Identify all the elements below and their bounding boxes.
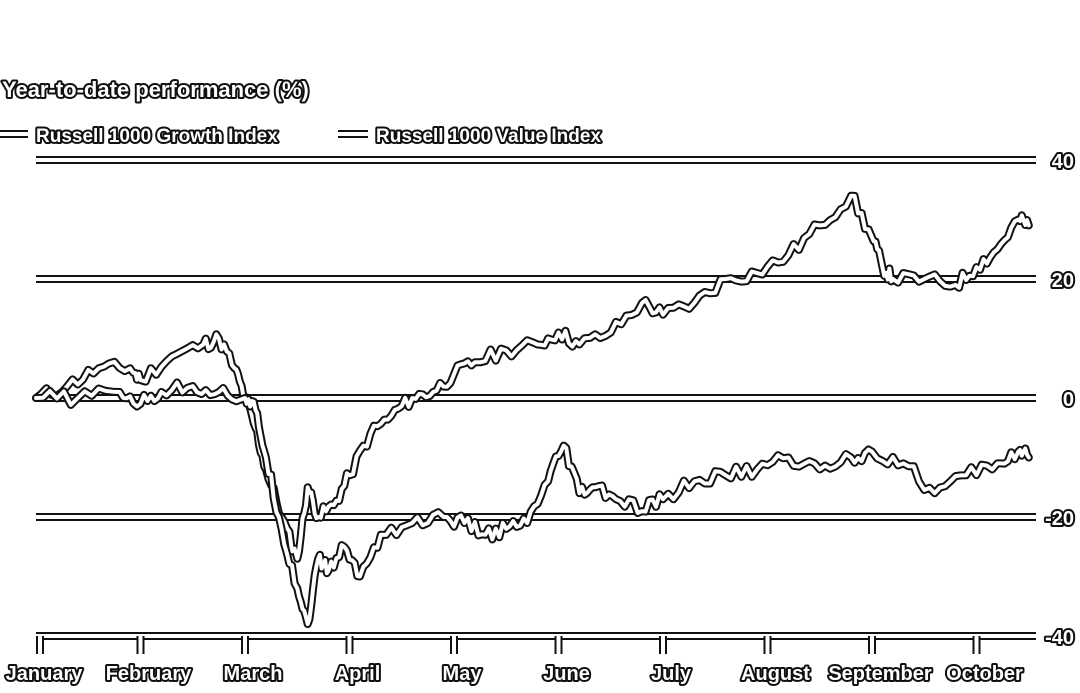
x-tick-label: March: [224, 663, 283, 685]
y-tick-label: 20: [1052, 270, 1074, 292]
chart-title: Year-to-date performance (%): [2, 77, 309, 102]
y-tick-label: -20: [1045, 508, 1074, 530]
x-tick-label: July: [651, 663, 692, 685]
x-tick-label: August: [741, 663, 810, 685]
x-tick-label: April: [335, 663, 381, 685]
x-tick-label: September: [828, 663, 932, 685]
legend-label-value: Russell 1000 Value Index: [376, 126, 601, 147]
y-tick-label: 0: [1063, 389, 1074, 411]
series-line-0: [32, 191, 1033, 563]
series-line-1: [32, 378, 1033, 629]
x-tick-label: October: [946, 663, 1023, 685]
y-axis: 40 20 0 -20 -40: [1043, 149, 1076, 651]
gridlines: [36, 156, 1036, 521]
y-tick-label: -40: [1045, 627, 1074, 649]
x-tick-label: February: [106, 663, 192, 685]
y-tick-label: 40: [1052, 151, 1074, 173]
series-layer: [32, 191, 1033, 629]
x-tick-label: January: [6, 663, 84, 685]
x-tick-label: May: [443, 663, 483, 685]
x-tick-label: June: [543, 663, 590, 685]
legend: Russell 1000 Growth Index Russell 1000 V…: [0, 124, 603, 149]
x-axis: January February March April May June July Augu…: [4, 632, 1036, 687]
legend-label-growth: Russell 1000 Growth Index: [36, 126, 278, 147]
